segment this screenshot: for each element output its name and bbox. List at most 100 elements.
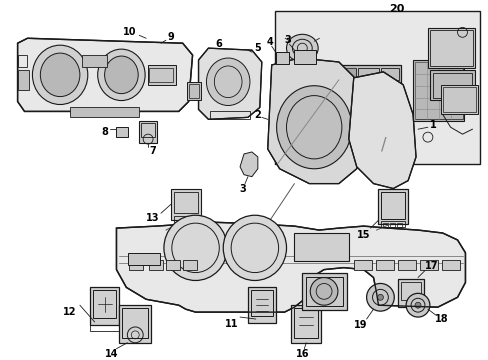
Bar <box>173 216 197 222</box>
Bar <box>414 62 462 119</box>
Bar <box>141 123 155 137</box>
Ellipse shape <box>366 283 393 311</box>
Polygon shape <box>198 48 261 119</box>
Bar <box>397 260 415 270</box>
Bar <box>432 73 471 98</box>
Bar <box>381 221 405 227</box>
Bar <box>378 189 407 224</box>
Bar <box>173 192 197 213</box>
Text: 17: 17 <box>424 261 438 271</box>
Bar <box>294 50 316 64</box>
Bar <box>149 68 172 82</box>
Polygon shape <box>240 152 257 177</box>
Text: 9: 9 <box>167 32 174 42</box>
Ellipse shape <box>206 58 249 105</box>
Polygon shape <box>18 38 192 112</box>
Ellipse shape <box>104 56 138 94</box>
Text: 20: 20 <box>389 4 404 14</box>
Ellipse shape <box>163 215 227 280</box>
Bar <box>357 87 379 103</box>
Text: 16: 16 <box>295 348 308 359</box>
Text: 18: 18 <box>434 314 447 324</box>
Bar <box>353 260 371 270</box>
Bar <box>381 83 398 95</box>
Bar <box>247 287 275 323</box>
Bar <box>429 30 472 66</box>
Bar <box>119 305 151 343</box>
Bar <box>291 305 321 343</box>
Text: 12: 12 <box>63 307 77 317</box>
Bar <box>400 283 420 300</box>
Bar <box>381 98 398 109</box>
Bar <box>18 70 29 90</box>
Bar <box>275 52 289 64</box>
Ellipse shape <box>98 49 145 100</box>
Bar <box>90 325 119 331</box>
Text: 15: 15 <box>356 230 369 240</box>
Bar <box>294 308 318 338</box>
Text: 19: 19 <box>353 320 366 330</box>
Bar <box>188 84 198 98</box>
Text: 11: 11 <box>225 319 239 329</box>
Bar <box>186 82 200 100</box>
Bar <box>70 108 139 117</box>
Text: 3: 3 <box>239 184 246 194</box>
Bar <box>381 68 398 80</box>
Bar <box>139 121 157 143</box>
Bar <box>148 65 175 85</box>
Ellipse shape <box>414 302 420 308</box>
Bar <box>442 87 475 112</box>
Bar <box>81 55 106 67</box>
Text: /: / <box>380 135 386 153</box>
Bar <box>183 260 196 270</box>
Ellipse shape <box>223 215 286 280</box>
Bar <box>210 112 249 119</box>
Text: 2: 2 <box>254 111 261 120</box>
Bar <box>441 260 459 270</box>
Bar <box>274 10 479 164</box>
Text: 8: 8 <box>101 127 108 137</box>
Ellipse shape <box>286 34 318 62</box>
Ellipse shape <box>377 294 383 300</box>
Bar <box>397 279 423 307</box>
Bar <box>381 192 405 219</box>
Bar <box>302 273 346 310</box>
Bar <box>357 68 379 84</box>
Bar <box>90 287 119 325</box>
Bar <box>165 260 180 270</box>
Text: 7: 7 <box>149 146 156 156</box>
Polygon shape <box>267 58 363 184</box>
Bar <box>427 28 474 68</box>
Bar <box>383 223 387 227</box>
Bar <box>396 223 401 227</box>
Bar <box>128 253 160 265</box>
Bar <box>122 308 148 338</box>
Text: 13: 13 <box>146 213 160 223</box>
Bar <box>419 260 437 270</box>
Bar <box>440 85 477 114</box>
Bar <box>149 260 163 270</box>
Text: 10: 10 <box>122 27 136 37</box>
Bar <box>294 233 348 261</box>
Bar <box>93 291 116 318</box>
Bar <box>129 260 143 270</box>
Ellipse shape <box>406 293 429 317</box>
Polygon shape <box>348 72 415 189</box>
Bar <box>305 276 342 306</box>
Bar <box>389 223 394 227</box>
Text: 5: 5 <box>254 43 261 53</box>
Bar <box>18 55 27 67</box>
Ellipse shape <box>32 45 88 104</box>
Ellipse shape <box>309 278 337 305</box>
Ellipse shape <box>40 53 80 96</box>
Bar <box>412 60 464 121</box>
Bar <box>314 65 400 116</box>
Text: 3: 3 <box>284 35 290 45</box>
Bar <box>116 127 128 137</box>
Bar <box>376 260 393 270</box>
Polygon shape <box>116 222 465 312</box>
Bar <box>170 189 200 220</box>
Text: 6: 6 <box>215 39 221 49</box>
Text: 4: 4 <box>266 37 272 47</box>
Ellipse shape <box>276 86 351 169</box>
